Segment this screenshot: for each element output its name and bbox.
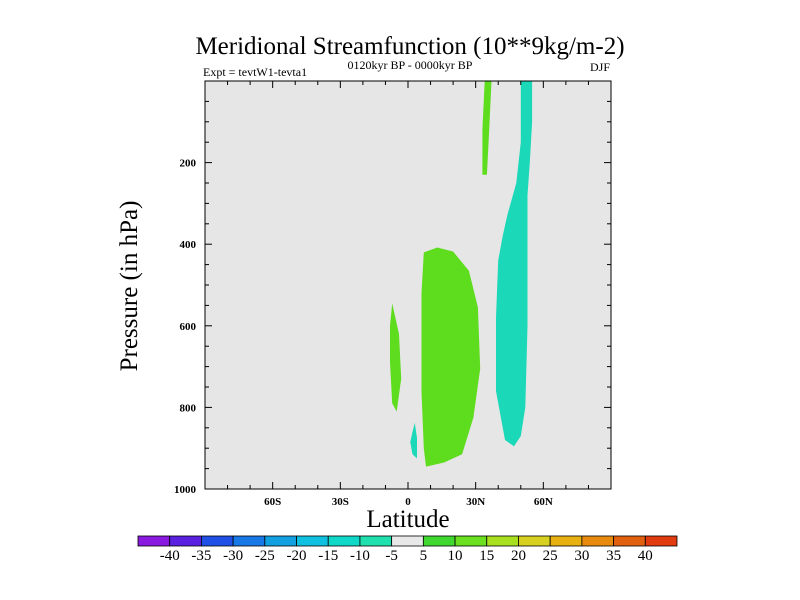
x-tick-label: 0 xyxy=(405,496,411,508)
plot-background xyxy=(205,81,611,489)
colorbar-label: 30 xyxy=(574,548,589,564)
contour-region-positive-small-left xyxy=(390,303,402,412)
x-tick-label: 30N xyxy=(466,496,485,508)
colorbar-swatch xyxy=(581,535,614,547)
x-tick-label: 30S xyxy=(332,496,349,508)
colorbar-swatch xyxy=(644,535,678,547)
y-tick-label: 200 xyxy=(180,158,197,170)
colorbar-label: -15 xyxy=(318,548,338,564)
contour-region-negative-band xyxy=(496,81,533,447)
colorbar-label: -30 xyxy=(223,548,243,564)
contour-region-positive-outer xyxy=(421,247,481,467)
colorbar-swatch xyxy=(169,535,202,547)
season-label: DJF xyxy=(590,60,610,74)
colorbar-swatch xyxy=(518,535,551,547)
colorbar-label: -35 xyxy=(191,548,211,564)
colorbar-label: 5 xyxy=(420,548,428,564)
colorbar-swatch xyxy=(232,535,266,547)
y-tick-label: 1000 xyxy=(174,484,197,496)
colorbar-label: -40 xyxy=(160,548,180,564)
colorbar-swatch xyxy=(296,535,329,547)
colorbar-swatch xyxy=(391,535,424,547)
colorbar-swatch xyxy=(486,535,519,547)
colorbar-label: 35 xyxy=(606,548,621,564)
x-axis-label: Latitude xyxy=(366,506,449,533)
x-tick-label: 60N xyxy=(534,496,553,508)
colorbar-label: -20 xyxy=(287,548,307,564)
colorbar-label: 25 xyxy=(543,548,558,564)
colorbar-label: -25 xyxy=(255,548,275,564)
colorbar-label: -5 xyxy=(385,548,398,564)
colorbar-label: -10 xyxy=(350,548,370,564)
colorbar-swatch xyxy=(264,535,297,547)
colorbar-swatch xyxy=(359,535,393,547)
colorbar: -40 -35 -30 -25 -20 -15 -10 -5 5 10 15 20 25 30 35 40 xyxy=(137,535,678,564)
colorbar-swatch xyxy=(327,535,361,547)
colorbar-label: 20 xyxy=(511,548,526,564)
time-range-label: 0120kyr BP - 0000kyr BP xyxy=(348,58,473,72)
colorbar-swatch xyxy=(613,535,646,547)
colorbar-swatch xyxy=(137,535,171,547)
y-axis-label: Pressure (in hPa) xyxy=(116,201,143,372)
colorbar-swatch xyxy=(454,535,488,547)
colorbar-label: 10 xyxy=(448,548,463,564)
contour-region-negative-small-bottom xyxy=(410,422,417,459)
y-tick-label: 400 xyxy=(180,239,197,251)
colorbar-swatch xyxy=(549,535,583,547)
y-tick-label: 600 xyxy=(180,321,197,333)
contour-region-positive-upper-streak xyxy=(482,81,492,175)
contour-regions xyxy=(390,81,533,467)
x-axis: 60S 30S 0 30N 60N xyxy=(227,81,589,508)
colorbar-label: 40 xyxy=(638,548,653,564)
colorbar-swatch xyxy=(422,535,456,547)
chart-title: Meridional Streamfunction (10**9kg/m-2) xyxy=(195,33,624,60)
y-axis: 200 400 600 800 1000 xyxy=(174,80,611,496)
colorbar-label: 15 xyxy=(479,548,494,564)
y-tick-label: 800 xyxy=(180,402,197,414)
experiment-label: Expt = tevtW1-tevta1 xyxy=(203,65,307,79)
colorbar-swatch xyxy=(201,535,234,547)
x-tick-label: 60S xyxy=(264,496,281,508)
